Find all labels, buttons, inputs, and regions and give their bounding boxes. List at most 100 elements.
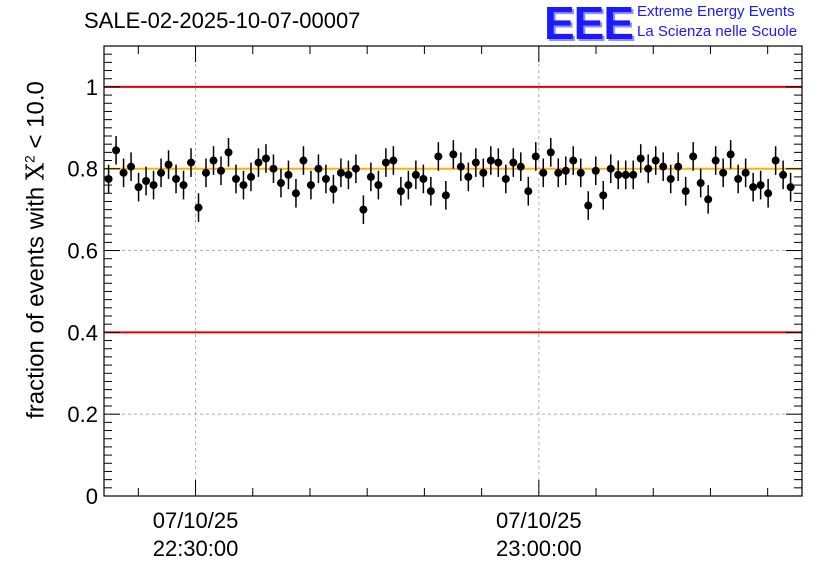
data-point xyxy=(172,174,181,183)
data-point xyxy=(561,166,570,175)
data-point xyxy=(284,170,293,179)
data-point xyxy=(681,187,690,196)
data-point xyxy=(314,164,323,173)
data-point xyxy=(164,160,173,169)
data-point xyxy=(254,158,263,167)
data-point xyxy=(749,183,758,192)
y-tick-label: 0.2 xyxy=(67,402,98,427)
data-point xyxy=(344,170,353,179)
data-point xyxy=(104,174,113,183)
data-point xyxy=(396,187,405,196)
data-point xyxy=(614,170,623,179)
data-point xyxy=(404,181,413,190)
data-point xyxy=(419,174,428,183)
data-point xyxy=(779,170,788,179)
data-point xyxy=(756,181,765,190)
data-point xyxy=(771,156,780,165)
data-point xyxy=(599,191,608,200)
data-point xyxy=(366,172,375,181)
data-point xyxy=(389,156,398,165)
y-tick-label: 0.4 xyxy=(67,320,98,345)
data-point xyxy=(127,162,136,171)
y-tick-label: 0.8 xyxy=(67,157,98,182)
data-point xyxy=(621,170,630,179)
data-point xyxy=(157,168,166,177)
x-tick-label-date: 07/10/25 xyxy=(496,508,582,533)
data-point xyxy=(112,146,121,155)
plot-frame xyxy=(103,45,803,497)
data-point xyxy=(734,174,743,183)
data-point xyxy=(666,174,675,183)
data-point xyxy=(764,189,773,198)
grid-lines xyxy=(104,46,802,496)
data-point xyxy=(202,168,211,177)
x-tick-label-time: 22:30:00 xyxy=(153,536,239,561)
y-axis-ticks: 0 0.2 0.4 0.6 0.8 1 xyxy=(67,45,802,509)
data-point xyxy=(142,177,151,185)
data-point xyxy=(449,150,458,159)
data-point xyxy=(636,154,645,163)
data-point xyxy=(644,164,653,173)
data-point xyxy=(269,164,278,173)
data-point xyxy=(494,158,503,167)
data-point xyxy=(434,152,443,161)
data-point xyxy=(374,181,383,190)
data-point xyxy=(741,168,750,177)
y-tick-label: 0.6 xyxy=(67,239,98,264)
data-point xyxy=(261,154,270,163)
data-point xyxy=(381,158,390,167)
data-point xyxy=(239,181,248,190)
data-point xyxy=(546,148,555,157)
data-point xyxy=(119,168,128,177)
data-point xyxy=(696,179,705,188)
data-point xyxy=(659,162,668,171)
reference-lines xyxy=(104,85,802,334)
data-point xyxy=(411,170,420,179)
data-point xyxy=(584,201,593,210)
data-point xyxy=(456,162,465,171)
data-point xyxy=(569,156,578,165)
data-point xyxy=(224,148,233,157)
data-point xyxy=(704,195,713,204)
data-point xyxy=(539,168,548,177)
data-point xyxy=(786,183,795,192)
data-point xyxy=(187,158,196,167)
data-point xyxy=(629,170,638,179)
chart-title: SALE-02-2025-10-07-00007 xyxy=(84,8,361,33)
logo-line-1: Extreme Energy Events xyxy=(637,3,795,20)
data-point xyxy=(351,164,360,173)
data-point xyxy=(426,187,435,196)
data-point xyxy=(217,166,226,175)
data-point xyxy=(576,168,585,177)
data-point xyxy=(336,168,345,177)
data-point xyxy=(606,164,615,173)
data-point xyxy=(209,156,218,165)
data-point xyxy=(321,174,330,183)
data-point xyxy=(651,156,660,165)
data-point xyxy=(291,189,300,198)
data-point xyxy=(276,179,285,188)
data-point xyxy=(486,156,495,165)
data-points xyxy=(104,136,795,224)
data-point xyxy=(359,205,368,214)
data-point xyxy=(591,166,600,175)
eee-logo: EEE Extreme Energy Events La Scienza nel… xyxy=(540,0,836,49)
data-point xyxy=(479,168,488,177)
data-point xyxy=(306,181,315,190)
y-tick-label: 1 xyxy=(86,75,98,100)
data-point xyxy=(726,150,735,159)
data-point xyxy=(711,156,720,165)
data-point xyxy=(194,203,203,212)
data-point xyxy=(509,158,518,167)
x-axis-ticks: 07/10/2522:30:0007/10/2523:00:0007/10/25… xyxy=(137,46,769,561)
y-tick-label: 0 xyxy=(86,484,98,509)
data-point xyxy=(524,187,533,196)
data-point xyxy=(179,181,188,190)
data-point xyxy=(516,162,525,171)
data-point xyxy=(464,172,473,181)
data-point xyxy=(329,185,338,194)
x-tick-label-date: 07/10/25 xyxy=(153,508,239,533)
data-point xyxy=(134,183,143,192)
data-point xyxy=(246,172,255,181)
